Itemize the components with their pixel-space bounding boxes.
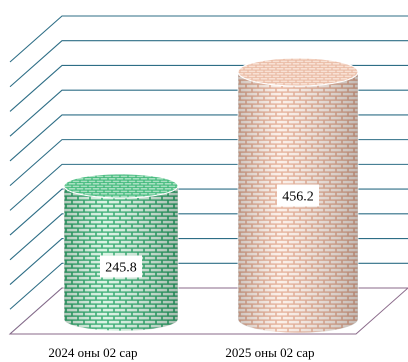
data-label: 456.2 — [282, 190, 314, 205]
gridline — [9, 15, 408, 63]
labels: 245.8 2024 оны 02 сар 456.2 2025 оны 02 сар — [48, 184, 319, 360]
bar-cylinder-0 — [63, 173, 179, 332]
category-label: 2024 оны 02 сар — [48, 345, 137, 360]
data-label: 245.8 — [105, 260, 137, 275]
data-label-box — [100, 255, 142, 278]
bar-top — [237, 57, 359, 87]
gridline — [9, 40, 408, 88]
bar-top — [63, 173, 179, 199]
data-label-box — [277, 184, 319, 207]
category-label: 2025 оны 02 сар — [225, 345, 314, 360]
